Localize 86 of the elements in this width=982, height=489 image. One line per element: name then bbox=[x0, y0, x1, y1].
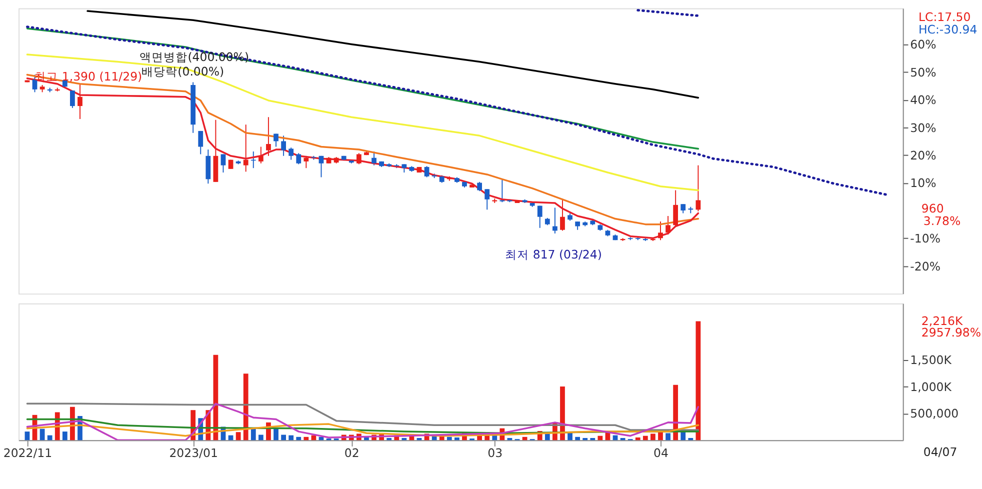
line-series bbox=[26, 402, 700, 431]
bar bbox=[666, 433, 670, 440]
text: 04/07 bbox=[923, 444, 958, 459]
text: 2957.98% bbox=[921, 326, 982, 340]
text: 3.78% bbox=[923, 214, 961, 228]
candlestick bbox=[477, 181, 482, 192]
candlestick bbox=[658, 221, 663, 241]
candlestick bbox=[78, 83, 82, 120]
text: 960 bbox=[921, 201, 944, 216]
candlestick bbox=[296, 152, 302, 165]
bar bbox=[673, 384, 678, 440]
line-series bbox=[26, 54, 700, 192]
candlestick bbox=[318, 155, 324, 178]
bar bbox=[24, 432, 30, 440]
line-series bbox=[26, 28, 700, 150]
bar bbox=[446, 436, 452, 440]
candlestick bbox=[220, 154, 226, 174]
candlestick bbox=[537, 205, 542, 228]
bar bbox=[560, 386, 565, 440]
bar bbox=[642, 436, 648, 440]
y-tick-label: 20% bbox=[910, 148, 936, 162]
x-tick-label: 2022/11 bbox=[3, 446, 52, 460]
bar bbox=[650, 434, 656, 440]
bar bbox=[454, 437, 460, 440]
bar bbox=[281, 434, 286, 440]
x-tick-label: 03 bbox=[488, 446, 503, 460]
candlestick bbox=[70, 90, 75, 108]
candlestick bbox=[274, 133, 278, 148]
bar bbox=[288, 435, 294, 440]
candlestick bbox=[673, 190, 678, 228]
x-tick-label: 2023/01 bbox=[169, 446, 218, 460]
y-tick-label: -10% bbox=[910, 232, 940, 246]
bar bbox=[296, 436, 302, 440]
line-series bbox=[26, 402, 700, 440]
y-tick-label: 500,000 bbox=[910, 406, 959, 421]
bar bbox=[635, 437, 640, 440]
bar bbox=[40, 428, 45, 440]
candlestick bbox=[424, 166, 430, 178]
candlestick bbox=[266, 116, 271, 156]
bar bbox=[62, 432, 68, 440]
candlestick bbox=[258, 146, 264, 164]
annotation: 최저 817 (03/24) bbox=[505, 247, 602, 262]
text: HC:-30.94 bbox=[918, 22, 978, 37]
text: 2,216K bbox=[921, 314, 963, 328]
bar bbox=[590, 438, 596, 440]
x-tick-label: 04 bbox=[654, 446, 668, 460]
candlestick bbox=[288, 147, 294, 160]
candlestick bbox=[680, 204, 686, 214]
bar bbox=[47, 435, 52, 440]
text: LC:17.50 bbox=[918, 10, 971, 24]
candlestick bbox=[243, 124, 248, 172]
y-tick-label: 60% bbox=[910, 38, 936, 52]
y-tick-label: 1,000K bbox=[910, 380, 952, 394]
candlestick bbox=[484, 188, 490, 210]
bar bbox=[402, 438, 407, 440]
bar bbox=[258, 434, 264, 440]
x-tick-label: 02 bbox=[344, 446, 360, 460]
candlestick bbox=[356, 152, 362, 165]
candlestick bbox=[198, 130, 204, 155]
candlestick bbox=[304, 155, 309, 169]
y-tick-label: 50% bbox=[910, 65, 936, 80]
bar bbox=[274, 428, 278, 440]
line-series bbox=[26, 26, 888, 196]
candlestick bbox=[281, 135, 286, 156]
candlestick bbox=[372, 150, 376, 166]
bar bbox=[598, 436, 603, 440]
bar bbox=[575, 436, 580, 440]
y-tick-label: 1,500K bbox=[910, 353, 952, 368]
bar bbox=[386, 438, 392, 440]
candlestick bbox=[560, 198, 565, 232]
bar bbox=[304, 436, 309, 440]
y-tick-label: 40% bbox=[910, 93, 936, 108]
bar bbox=[696, 321, 701, 440]
bar bbox=[688, 438, 694, 440]
bar bbox=[243, 374, 248, 440]
candlestick bbox=[206, 149, 211, 184]
y-tick-label: 30% bbox=[910, 120, 936, 135]
candlestick bbox=[500, 180, 505, 203]
bar bbox=[250, 428, 256, 440]
bar bbox=[582, 438, 588, 440]
bar bbox=[236, 432, 241, 440]
y-tick-label: -20% bbox=[910, 259, 940, 274]
y-tick-label: 10% bbox=[910, 176, 936, 190]
candlestick bbox=[552, 207, 558, 234]
candlestick bbox=[696, 164, 701, 212]
line-series bbox=[26, 423, 700, 437]
